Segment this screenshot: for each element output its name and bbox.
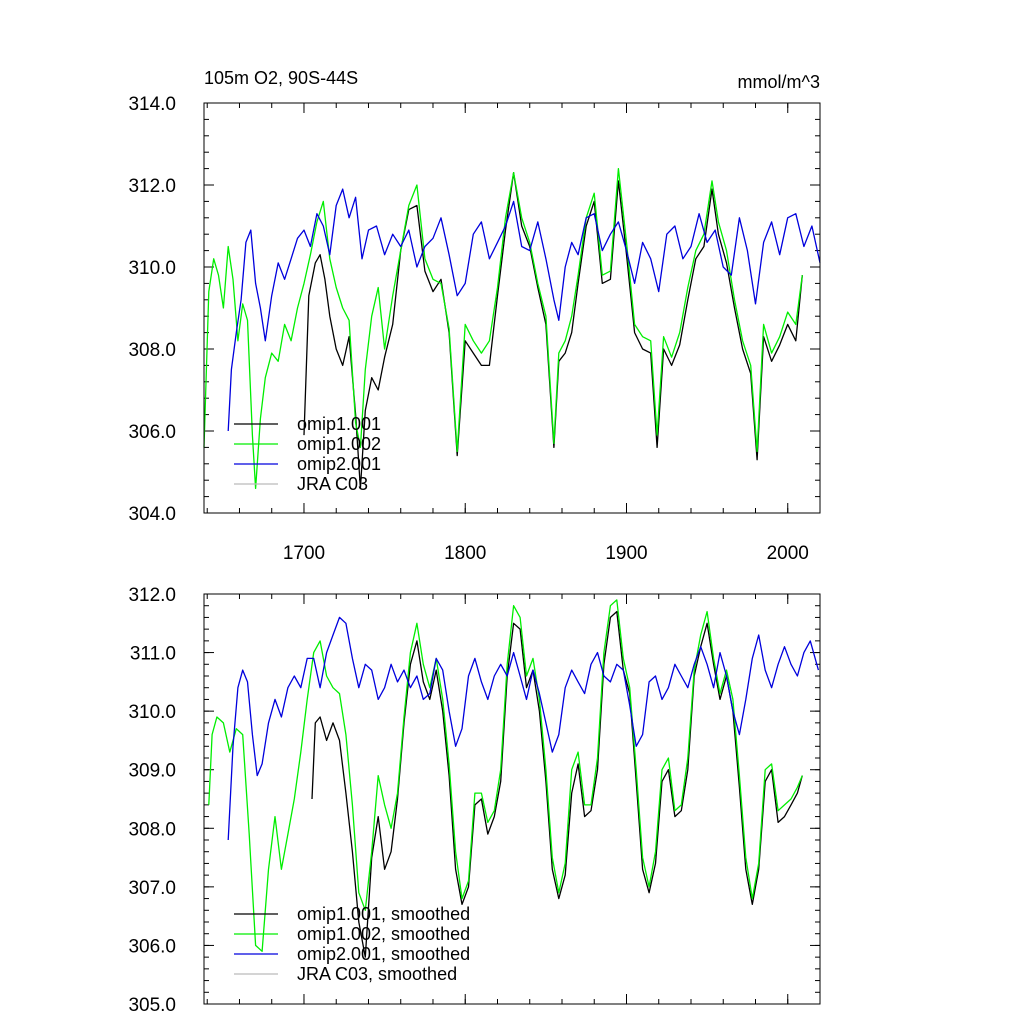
bottom-legend-label: omip1.001, smoothed [297,904,470,924]
top-x-tick-label: 1700 [283,543,325,564]
bottom-y-tick-label: 312.0 [128,585,176,606]
top-y-tick-label: 310.0 [128,258,176,279]
top-series-line-omip1-002 [203,167,803,490]
bottom-y-tick-label: 308.0 [128,819,176,840]
bottom-panel-axes: 305.0 306.0 307.0 308.0 309.0 310.0 311.0 312.0 [128,585,821,1016]
top-panel-units: mmol/m^3 [738,72,820,92]
top-y-tick-label: 308.0 [128,340,176,361]
top-panel: 105m O2, 90S-44S mmol/m^3 304.0 306.0 308.… [128,68,821,564]
bottom-y-tick-label: 307.0 [128,878,176,899]
top-series-line-omip2-001 [227,188,821,432]
bottom-legend-label: JRA C03, smoothed [297,964,457,984]
bottom-panel-series [208,599,820,958]
top-legend-label: omip1.002 [297,434,381,454]
top-x-tick-label: 1900 [605,543,647,564]
top-panel-title: 105m O2, 90S-44S [204,68,358,88]
bottom-legend-label: omip1.002, smoothed [297,924,470,944]
top-legend-label: JRA C03 [297,474,368,494]
bottom-y-tick-label: 309.0 [128,761,176,782]
top-legend-label: omip2.001 [297,454,381,474]
top-panel-axes: 304.0 306.0 308.0 310.0 312.0 314.0 1700 1800 19… [128,94,821,564]
top-y-tick-label: 304.0 [128,504,176,525]
bottom-y-tick-label: 305.0 [128,995,176,1016]
top-panel-series [203,167,821,490]
top-legend-label: omip1.001 [297,414,381,434]
top-y-tick-label: 314.0 [128,94,176,115]
bottom-panel-frame [203,593,821,1005]
top-x-tick-label: 2000 [767,543,809,564]
bottom-y-tick-label: 306.0 [128,936,176,957]
bottom-legend-label: omip2.001, smoothed [297,944,470,964]
top-x-tick-label: 1800 [444,543,486,564]
bottom-series-line-omip1-001 [311,610,803,958]
bottom-series-line-omip2-001 [227,616,820,841]
top-y-tick-label: 312.0 [128,176,176,197]
bottom-y-tick-label: 311.0 [130,644,176,665]
bottom-series-line-omip1-002 [208,599,803,952]
top-panel-frame [203,102,821,514]
bottom-y-tick-label: 310.0 [128,702,176,723]
top-y-tick-label: 306.0 [128,422,176,443]
bottom-panel: 305.0 306.0 307.0 308.0 309.0 310.0 311.0 312.0… [128,585,821,1016]
